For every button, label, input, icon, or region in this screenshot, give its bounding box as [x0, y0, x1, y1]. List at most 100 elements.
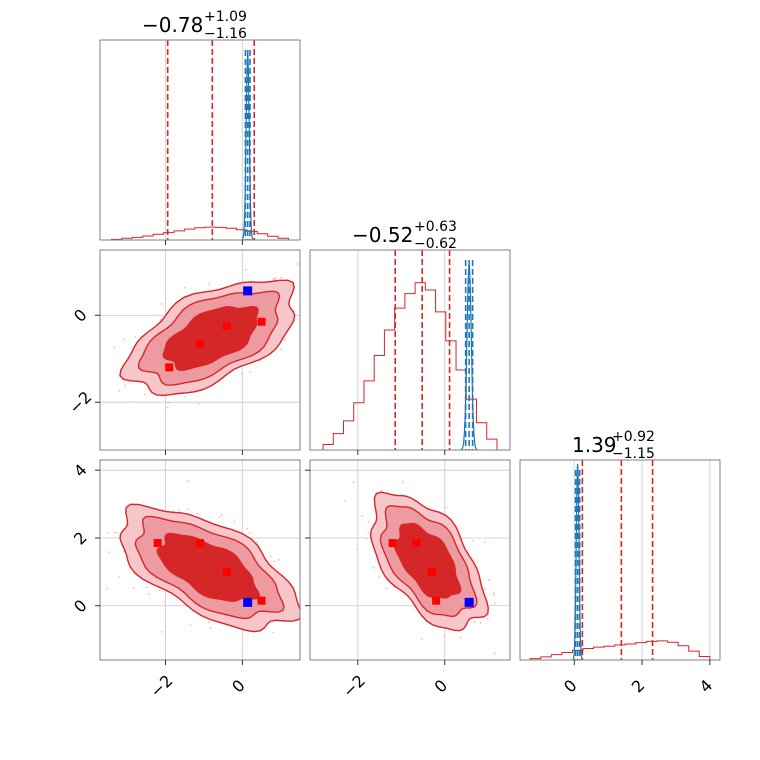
sample-point	[187, 480, 190, 483]
sample-point	[130, 400, 132, 403]
sample-point	[494, 602, 496, 605]
blue-marker	[243, 286, 253, 296]
sample-point	[164, 601, 166, 604]
red-marker	[196, 339, 204, 348]
sample-point	[115, 531, 118, 534]
sample-point	[161, 630, 163, 633]
sample-point	[273, 560, 276, 563]
sample-point	[473, 621, 476, 623]
sample-point	[272, 277, 275, 280]
sample-point	[184, 396, 187, 398]
sample-point	[167, 401, 169, 404]
red-marker	[388, 539, 397, 548]
sample-point	[393, 586, 396, 589]
sample-point	[144, 393, 147, 396]
title-lower-error: −0.62	[414, 236, 457, 252]
x-tick-label: 0	[228, 676, 249, 697]
sample-point	[328, 299, 330, 301]
red-marker	[222, 322, 231, 331]
density-frame-group	[95, 459, 301, 665]
sample-point	[402, 481, 404, 484]
red-marker	[412, 539, 421, 548]
sample-point	[189, 624, 192, 627]
red-marker	[153, 539, 162, 548]
sample-point	[246, 527, 249, 530]
sample-point	[272, 631, 275, 634]
red-marker	[257, 596, 266, 605]
sample-point	[360, 515, 363, 518]
posterior-histogram	[111, 226, 289, 240]
histogram-panel-1: −0.78 +1.09−1.16	[99, 9, 301, 245]
sample-point	[274, 277, 277, 280]
sample-point	[488, 579, 490, 581]
sample-point	[344, 500, 346, 502]
reference-histogram	[572, 463, 584, 661]
red-marker	[196, 539, 204, 548]
panel-frame	[519, 459, 721, 661]
blue-marker	[464, 597, 474, 607]
sample-point	[483, 541, 486, 543]
sample-point	[134, 336, 137, 339]
sample-point	[492, 591, 495, 594]
red-marker	[257, 317, 266, 326]
x-tick-label: 4	[696, 676, 717, 697]
sample-point	[80, 491, 82, 493]
title-upper-error: +0.92	[612, 429, 655, 445]
sample-point	[145, 586, 148, 589]
sample-point	[479, 621, 482, 624]
contour-inner	[156, 532, 261, 603]
sample-point	[147, 593, 150, 595]
histogram-panel-3: 1.39+0.92−1.15	[519, 429, 721, 665]
contour-inner	[162, 305, 259, 372]
sample-point	[187, 508, 189, 511]
title-upper-error: +1.09	[204, 9, 247, 25]
density-panel-2	[80, 460, 316, 660]
sample-point	[516, 597, 518, 599]
sample-point	[365, 537, 368, 540]
sample-point	[314, 595, 316, 597]
x-tick-label: 0	[560, 676, 581, 697]
sample-point	[269, 555, 272, 558]
sample-point	[326, 341, 328, 343]
sample-point	[158, 589, 161, 592]
sample-point	[297, 263, 300, 265]
sample-point	[284, 339, 286, 342]
sample-point	[208, 621, 210, 624]
panel-title-2: −0.52	[352, 223, 413, 247]
x-tick-label: −2	[146, 671, 176, 701]
panel-frame	[99, 39, 301, 241]
red-marker	[222, 567, 231, 576]
density-panel-3	[310, 460, 518, 660]
y-tick-label: 2	[70, 528, 91, 549]
sample-point	[220, 514, 223, 516]
sample-point	[113, 346, 116, 349]
sample-point	[108, 551, 111, 554]
sample-point	[367, 531, 370, 534]
sample-point	[459, 636, 462, 639]
title-lower-error: −1.16	[204, 26, 247, 42]
sample-point	[248, 531, 251, 534]
sample-point	[132, 587, 135, 590]
sample-point	[183, 286, 186, 289]
panel-frame	[309, 249, 511, 451]
sample-point	[233, 520, 235, 523]
sample-point	[256, 541, 259, 544]
sample-point	[248, 371, 251, 373]
sample-point	[471, 539, 474, 542]
sample-point	[444, 506, 447, 509]
y-tick-label: 0	[70, 596, 91, 617]
sample-point	[277, 558, 280, 561]
panel-title-1: −0.78	[142, 13, 203, 37]
sample-point	[208, 283, 210, 286]
sample-point	[123, 338, 125, 341]
sample-point	[160, 302, 163, 305]
x-tick-label: 0	[431, 676, 452, 697]
sample-point	[367, 520, 370, 523]
posterior-histogram	[529, 640, 711, 660]
sample-point	[352, 481, 355, 484]
sample-point	[493, 652, 496, 655]
y-tick-label: −2	[65, 387, 95, 417]
sample-point	[372, 566, 375, 569]
sample-point	[378, 576, 381, 578]
sample-point	[280, 276, 282, 279]
